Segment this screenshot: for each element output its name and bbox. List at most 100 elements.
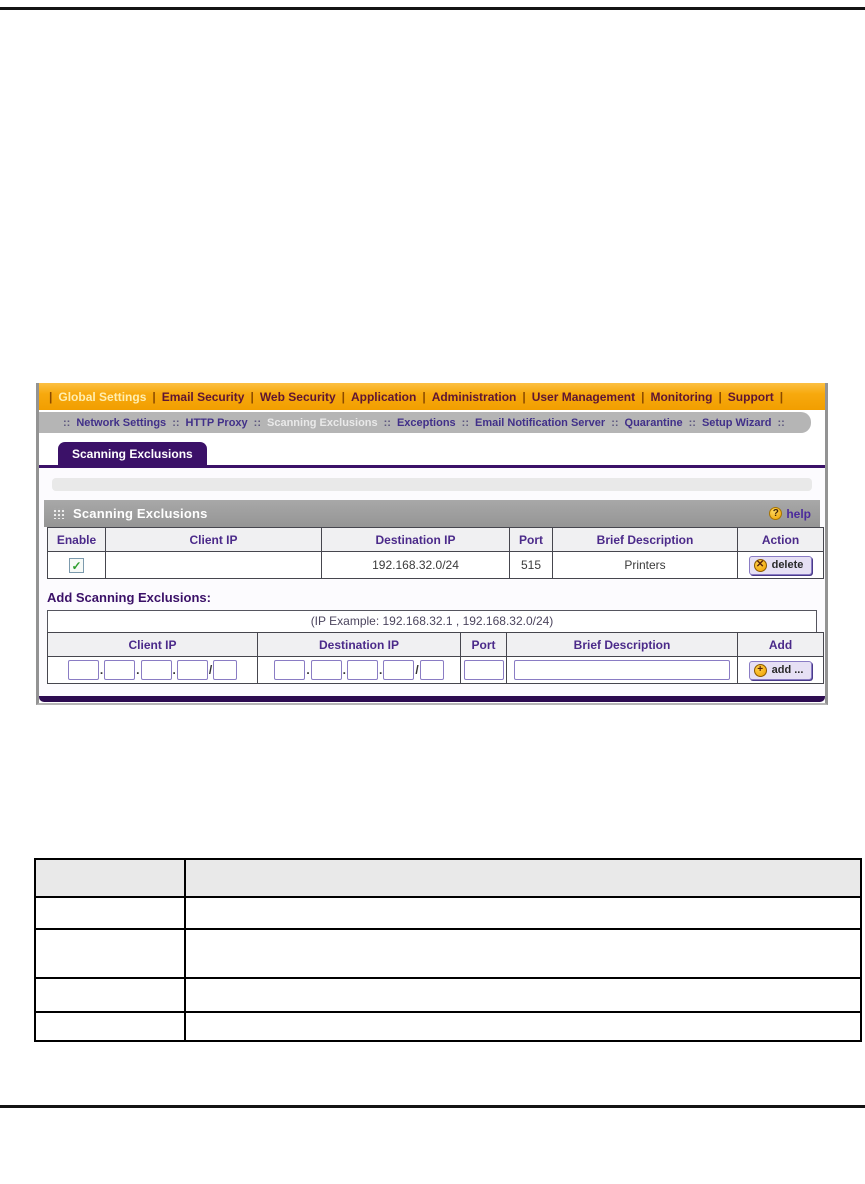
add-exclusion-table: Client IP Destination IP Port Brief Desc…	[47, 632, 824, 684]
submenu-separator: ::	[688, 416, 696, 429]
cell-destination-ip: 192.168.32.0/24	[321, 551, 510, 579]
menu-item-web-security[interactable]: Web Security	[259, 389, 336, 404]
cell-client-ip	[105, 551, 322, 579]
reference-table-header-row	[34, 858, 863, 898]
client-ip-octet-input[interactable]	[104, 660, 136, 680]
add-header-row: Client IP Destination IP Port Brief Desc…	[47, 632, 824, 657]
exclusions-table: Enable Client IP Destination IP Port Bri…	[47, 527, 824, 579]
page-bottom-rule	[0, 1105, 865, 1108]
help-link[interactable]: ? help	[769, 507, 811, 521]
menu-item-monitoring[interactable]: Monitoring	[650, 389, 713, 404]
description-input[interactable]	[513, 660, 731, 680]
menu-separator: |	[522, 389, 526, 404]
menu-item-support[interactable]: Support	[727, 389, 774, 404]
status-strip	[52, 478, 812, 491]
reference-table-row	[34, 977, 863, 1013]
submenu-item-quarantine[interactable]: Quarantine	[624, 416, 683, 429]
client-ip-mask-input[interactable]	[213, 660, 238, 680]
submenu-item-setup-wizard[interactable]: Setup Wizard	[701, 416, 772, 429]
menu-separator: |	[779, 389, 784, 404]
section-title: Scanning Exclusions	[73, 506, 208, 521]
reference-table-cell	[183, 858, 863, 898]
destination-ip-mask-input[interactable]	[419, 660, 444, 680]
dot-separator: .	[342, 663, 346, 677]
client-ip-octet-input[interactable]	[67, 660, 99, 680]
submenu-item-network-settings[interactable]: Network Settings	[76, 416, 167, 429]
reference-table	[34, 858, 863, 1042]
submenu-item-http-proxy[interactable]: HTTP Proxy	[185, 416, 248, 429]
submenu-item-exceptions[interactable]: Exceptions	[396, 416, 456, 429]
add-plus-icon: +	[753, 663, 767, 677]
port-input[interactable]	[463, 660, 504, 680]
menu-item-administration[interactable]: Administration	[431, 389, 517, 404]
submenu-separator: ::	[63, 416, 71, 429]
add-button[interactable]: + add ...	[748, 660, 813, 680]
client-ip-octet-input[interactable]	[176, 660, 208, 680]
submenu-separator: ::	[383, 416, 391, 429]
col-header-description: Brief Description	[552, 527, 738, 552]
menu-separator: |	[718, 389, 722, 404]
reference-table-cell	[34, 1011, 186, 1042]
menu-separator: |	[250, 389, 254, 404]
menu-separator: |	[341, 389, 345, 404]
delete-button-label: delete	[771, 559, 804, 571]
col-header-destination-ip: Destination IP	[321, 527, 510, 552]
add-col-header-destination-ip: Destination IP	[257, 632, 461, 657]
menu-separator: |	[49, 389, 53, 404]
add-button-label: add ...	[771, 664, 804, 676]
submenu-separator: ::	[777, 416, 785, 429]
exclusion-row: ✓ 192.168.32.0/24 515 Printers ✕ delete	[47, 551, 824, 579]
add-input-row: ... / ... / + add ...	[47, 656, 824, 684]
slash-separator: /	[415, 663, 419, 677]
reference-table-cell	[183, 977, 863, 1013]
page-top-rule	[0, 7, 865, 10]
dot-separator: .	[379, 663, 383, 677]
add-col-header-description: Brief Description	[506, 632, 738, 657]
col-header-client-ip: Client IP	[105, 527, 322, 552]
col-header-action: Action	[737, 527, 824, 552]
reference-table-cell	[183, 1011, 863, 1042]
submenu-item-scanning-exclusions[interactable]: Scanning Exclusions	[267, 416, 378, 429]
delete-x-icon: ✕	[753, 558, 767, 572]
add-col-header-port: Port	[460, 632, 507, 657]
reference-table-row	[34, 896, 863, 930]
reference-table-row	[34, 928, 863, 979]
col-header-enable: Enable	[47, 527, 106, 552]
add-col-header-add: Add	[737, 632, 824, 657]
delete-button[interactable]: ✕ delete	[748, 555, 813, 575]
menu-separator: |	[641, 389, 645, 404]
exclusions-header-row: Enable Client IP Destination IP Port Bri…	[47, 527, 824, 552]
menu-separator: |	[422, 389, 426, 404]
menu-item-user-management[interactable]: User Management	[531, 389, 636, 404]
menu-separator: |	[152, 389, 156, 404]
reference-table-cell	[183, 896, 863, 930]
col-header-port: Port	[509, 527, 553, 552]
submenu-item-email-notification-server[interactable]: Email Notification Server	[474, 416, 606, 429]
dot-separator: .	[172, 663, 176, 677]
ip-example-note: (IP Example: 192.168.32.1 , 192.168.32.0…	[47, 610, 817, 632]
section-header: Scanning Exclusions ? help	[44, 500, 820, 527]
reference-table-cell	[34, 858, 186, 898]
submenu-separator: ::	[611, 416, 619, 429]
help-label: help	[786, 506, 811, 521]
reference-table-cell	[183, 928, 863, 979]
destination-ip-octet-input[interactable]	[347, 660, 378, 680]
destination-ip-octet-input[interactable]	[274, 660, 306, 680]
client-ip-octet-input[interactable]	[140, 660, 172, 680]
add-col-header-client-ip: Client IP	[47, 632, 258, 657]
destination-ip-octet-input[interactable]	[383, 660, 415, 680]
enable-checkbox[interactable]: ✓	[69, 557, 84, 573]
reference-table-cell	[34, 928, 186, 979]
grid-handle-icon	[53, 508, 65, 519]
tab-scanning-exclusions[interactable]: Scanning Exclusions	[58, 442, 207, 465]
reference-table-cell	[34, 896, 186, 930]
menu-item-global-settings[interactable]: Global Settings	[58, 389, 147, 404]
menu-item-application[interactable]: Application	[350, 389, 417, 404]
submenu-separator: ::	[461, 416, 469, 429]
destination-ip-octet-input[interactable]	[310, 660, 342, 680]
dot-separator: .	[99, 663, 104, 677]
dot-separator: .	[306, 663, 310, 677]
menu-item-email-security[interactable]: Email Security	[161, 389, 245, 404]
submenu-separator: ::	[253, 416, 261, 429]
cell-description: Printers	[552, 551, 738, 579]
